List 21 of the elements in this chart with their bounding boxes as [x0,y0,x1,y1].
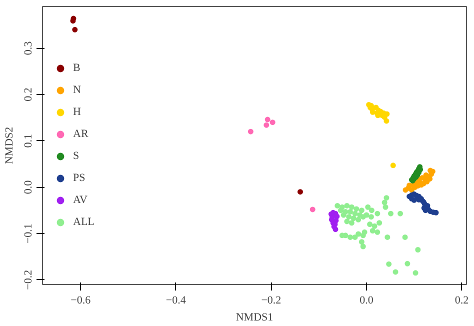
x-tick-label: −0.2 [261,294,282,306]
legend-label: AV [73,194,88,206]
legend-label: AR [73,128,90,140]
x-tick-label: 0.0 [360,294,374,306]
x-tick-label: −0.6 [70,294,92,306]
y-tick-label: 0.2 [22,88,34,102]
y-tick-label: 0.0 [22,180,34,194]
y-axis-title: NMDS2 [4,126,16,164]
y-tick-label: 0.1 [22,134,34,148]
legend-label: ALL [73,216,94,228]
y-tick-label: −0.1 [22,224,34,244]
legend-label: N [73,84,82,96]
legend-label: H [73,106,82,118]
legend-label: PS [73,172,86,184]
y-tick-label: 0.3 [22,40,34,56]
legend-label: S [73,150,80,162]
legend-label: B [73,62,82,74]
x-axis-title: NMDS1 [236,312,274,324]
y-tick-label: −0.2 [22,270,34,290]
x-tick-label: 0.2 [454,294,469,306]
x-tick-label: −0.4 [166,294,186,306]
